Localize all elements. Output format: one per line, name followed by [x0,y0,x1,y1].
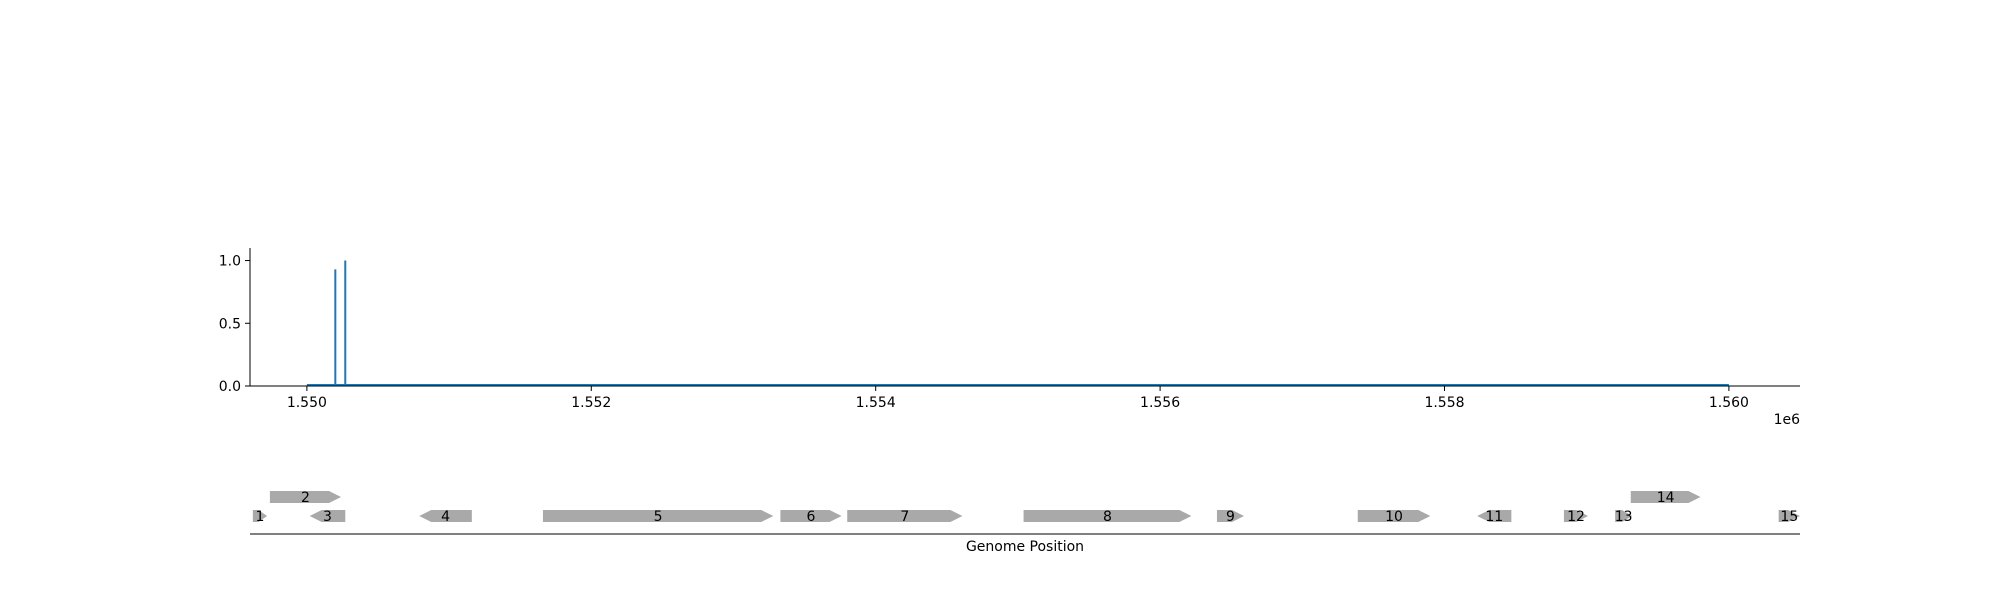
gene-arrow-3 [309,510,346,522]
y-axis-ticks: 0.0 0.5 1.0 [219,254,250,395]
x-tick-label: 1.560 [1709,395,1749,411]
gene-arrow-4 [419,510,472,522]
gene-arrow-6 [780,510,842,522]
gene-arrow-14 [1630,491,1701,503]
gene-arrow-7 [847,510,963,522]
gene-arrow-2 [269,491,342,503]
gene-arrow-11 [1477,510,1512,522]
gene-arrow-15 [1778,510,1800,522]
gene-arrow-5 [542,510,774,522]
x-tick-label: 1.552 [571,395,611,411]
gene-arrow-1 [252,510,268,522]
x-tick-label: 1.556 [1140,395,1180,411]
gene-label-2: 2 [301,490,310,506]
y-tick-label: 0.5 [219,316,241,332]
x-axis-ticks: 1.550 1.552 1.554 1.556 1.558 1.560 [287,386,1749,411]
coverage-plot: 1.550 1.552 1.554 1.556 1.558 1.560 0.0 0.5 1.0… [219,248,1800,428]
gene-label-10: 10 [1385,509,1403,525]
gene-label-15: 15 [1780,509,1798,525]
gene-arrow-10 [1357,510,1431,522]
gene-label-5: 5 [654,509,663,525]
x-offset-label: 1e6 [1774,412,1801,428]
gene-arrow-8 [1023,510,1192,522]
x-tick-label: 1.554 [856,395,896,411]
gene-label-7: 7 [900,509,909,525]
x-axis-label: Genome Position [966,539,1084,555]
gene-arrow-9 [1216,510,1244,522]
x-tick-label: 1.558 [1424,395,1464,411]
gene-label-6: 6 [807,509,816,525]
gene-label-1: 1 [255,509,264,525]
gene-arrow-13 [1615,510,1633,522]
y-tick-label: 1.0 [219,254,241,270]
coverage-series [306,260,1729,386]
gene-label-4: 4 [441,509,450,525]
x-tick-label: 1.550 [287,395,327,411]
gene-label-11: 11 [1485,509,1503,525]
gene-label-3: 3 [323,509,332,525]
gene-label-13: 13 [1615,509,1633,525]
gene-arrow-12 [1563,510,1589,522]
gene-label-9: 9 [1226,509,1235,525]
gene-label-12: 12 [1567,509,1585,525]
gene-label-8: 8 [1103,509,1112,525]
gene-label-14: 14 [1657,490,1675,506]
y-tick-label: 0.0 [219,379,241,395]
